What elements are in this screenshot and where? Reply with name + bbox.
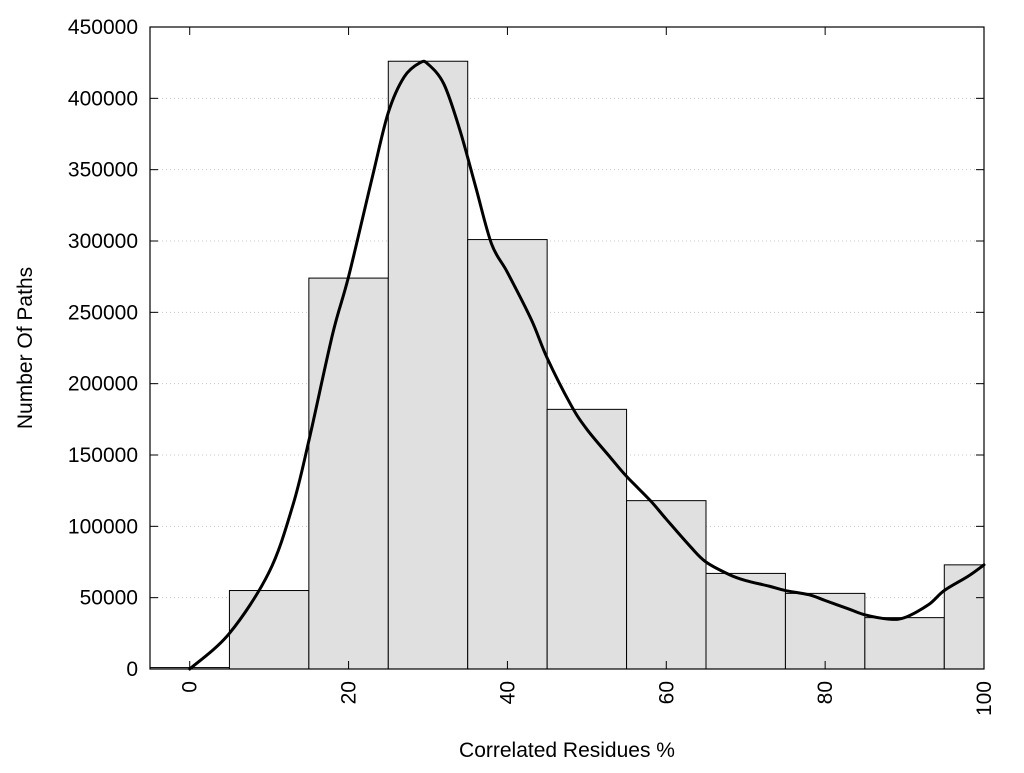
- histogram-bar: [864, 617, 945, 670]
- x-tick-label: 20: [338, 681, 361, 704]
- y-tick-label: 400000: [68, 87, 138, 110]
- histogram-bar: [784, 592, 866, 670]
- y-tick-label: 450000: [68, 16, 138, 39]
- x-tick-label: 0: [179, 681, 202, 693]
- y-tick-label: 50000: [80, 587, 138, 610]
- y-tick-label: 0: [126, 658, 138, 681]
- y-tick-label: 300000: [68, 230, 138, 253]
- x-tick-label: 100: [973, 681, 996, 716]
- histogram-bars: [149, 60, 985, 670]
- y-axis-ticks: 0 50000 100000 150000 200000 250000 300000 3500…: [68, 16, 984, 681]
- y-tick-label: 100000: [68, 515, 138, 538]
- plot-frame: [149, 26, 985, 670]
- histogram-bar: [228, 590, 310, 670]
- histogram-bar: [467, 239, 548, 670]
- x-axis-ticks: 0 20 40 60 80 100: [179, 27, 996, 716]
- y-tick-label: 200000: [68, 373, 138, 396]
- x-tick-label: 40: [496, 681, 519, 704]
- x-tick-label: 60: [655, 681, 678, 704]
- y-axis-title: Number Of Paths: [14, 267, 37, 429]
- x-tick-label: 80: [814, 681, 837, 704]
- histogram-bar: [943, 564, 985, 670]
- histogram-bar: [546, 408, 628, 670]
- density-curve: [188, 59, 986, 671]
- y-tick-label: 150000: [68, 444, 138, 467]
- y-tick-label: 250000: [68, 301, 138, 324]
- histogram-bar: [705, 572, 786, 670]
- histogram-bar: [626, 500, 707, 670]
- histogram-bar: [387, 60, 469, 670]
- x-axis-title: Correlated Residues %: [459, 739, 675, 762]
- y-tick-label: 350000: [68, 159, 138, 182]
- histogram-bar: [308, 277, 389, 670]
- density-curve-group: [188, 59, 986, 671]
